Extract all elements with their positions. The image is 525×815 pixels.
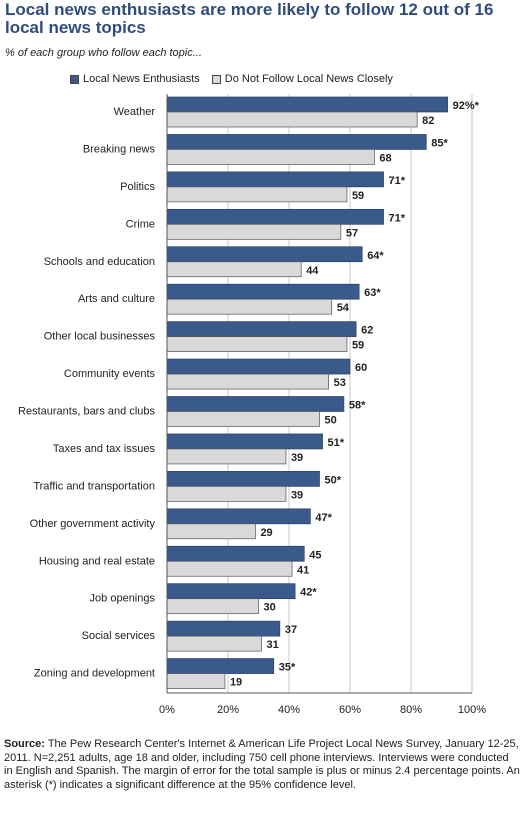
category-label: Traffic and transportation xyxy=(33,480,155,492)
bar-not-follow xyxy=(166,111,418,128)
data-label: 19 xyxy=(230,677,242,689)
bar-enthusiasts xyxy=(166,208,384,225)
bar-not-follow xyxy=(166,223,342,240)
x-tick-label: 40% xyxy=(278,704,300,716)
data-label: 63* xyxy=(364,287,381,299)
category-label: Arts and culture xyxy=(78,293,155,305)
x-tick-label: 100% xyxy=(458,704,486,716)
data-label: 68 xyxy=(379,152,391,164)
data-label: 42* xyxy=(300,587,317,599)
bar-not-follow xyxy=(166,149,375,165)
data-label: 30 xyxy=(264,602,276,614)
data-label: 71* xyxy=(389,212,406,224)
data-label: 31 xyxy=(267,639,279,651)
data-label: 50 xyxy=(325,415,337,427)
bar-enthusiasts xyxy=(166,396,345,412)
x-tick-label: 80% xyxy=(400,704,422,716)
data-label: 35* xyxy=(279,662,296,674)
bar-chart: 0% 20% 40% 60% 80% 100% Weather 92%* 82 Breaking … xyxy=(18,94,486,716)
bar-enthusiasts xyxy=(166,246,363,263)
bar-enthusiasts xyxy=(166,171,384,188)
category-label: Breaking news xyxy=(83,143,156,155)
bar-enthusiasts xyxy=(166,96,448,113)
legend-item-not-follow: Do Not Follow Local News Closely xyxy=(211,73,393,85)
chart-subtitle: % of each group who follow each topic... xyxy=(5,47,202,59)
bar-enthusiasts xyxy=(166,433,323,450)
category-label: Zoning and development xyxy=(34,668,155,680)
data-label: 57 xyxy=(346,227,358,239)
legend: Local News Enthusiasts Do Not Follow Loc… xyxy=(70,73,405,85)
category-label: Restaurants, bars and clubs xyxy=(18,406,155,418)
data-label: 62 xyxy=(361,325,373,337)
data-label: 54 xyxy=(337,302,350,314)
data-label: 51* xyxy=(328,437,345,449)
category-label: Social services xyxy=(82,630,156,642)
category-label: Housing and real estate xyxy=(39,555,155,567)
data-label: 37 xyxy=(285,624,297,636)
data-label: 92%* xyxy=(453,100,480,112)
data-label: 45 xyxy=(309,549,321,561)
legend-label-enthusiasts: Local News Enthusiasts xyxy=(83,73,200,85)
data-label: 59 xyxy=(352,340,364,352)
data-label: 29 xyxy=(260,527,272,539)
data-label: 64* xyxy=(367,250,384,262)
bar-not-follow xyxy=(166,673,226,689)
bar-not-follow xyxy=(166,186,348,203)
bar-not-follow xyxy=(166,486,287,502)
data-label: 85* xyxy=(431,137,448,149)
data-label: 53 xyxy=(334,377,346,389)
data-label: 44 xyxy=(306,265,319,277)
data-label: 39 xyxy=(291,452,303,464)
category-label: Schools and education xyxy=(44,256,155,268)
category-label: Taxes and tax issues xyxy=(53,443,156,455)
bar-enthusiasts xyxy=(166,620,281,637)
bar-enthusiasts xyxy=(166,471,320,487)
bar-enthusiasts xyxy=(166,134,427,150)
legend-swatch-not-follow xyxy=(211,74,221,84)
category-label: Community events xyxy=(64,368,156,380)
bar-not-follow xyxy=(166,261,302,278)
source-label: Source: xyxy=(4,738,45,750)
bar-not-follow xyxy=(166,523,256,540)
data-label: 71* xyxy=(389,175,406,187)
data-label: 41 xyxy=(297,564,309,576)
data-label: 58* xyxy=(349,400,366,412)
category-label: Job openings xyxy=(90,593,156,605)
bar-not-follow xyxy=(166,635,262,652)
bar-enthusiasts xyxy=(166,358,351,375)
category-label: Other government activity xyxy=(30,518,156,530)
x-tick-label: 60% xyxy=(339,704,361,716)
bar-not-follow xyxy=(166,373,329,390)
source-text: The Pew Research Center's Internet & Ame… xyxy=(4,738,520,791)
legend-label-not-follow: Do Not Follow Local News Closely xyxy=(224,73,393,85)
data-label: 59 xyxy=(352,190,364,202)
bar-not-follow xyxy=(166,560,293,577)
legend-item-enthusiasts: Local News Enthusiasts xyxy=(70,73,200,85)
category-label: Crime xyxy=(126,218,155,230)
data-label: 39 xyxy=(291,489,303,501)
data-label: 82 xyxy=(422,115,434,127)
bar-enthusiasts xyxy=(166,545,305,562)
data-label: 60 xyxy=(355,362,367,374)
bar-enthusiasts xyxy=(166,583,296,600)
data-label: 50* xyxy=(325,474,342,486)
bar-not-follow xyxy=(166,448,287,465)
x-tick-label: 20% xyxy=(217,704,239,716)
source-note: Source: The Pew Research Center's Intern… xyxy=(4,738,520,792)
chart-title: Local news enthusiasts are more likely t… xyxy=(5,0,494,37)
bar-not-follow xyxy=(166,411,320,427)
category-label: Politics xyxy=(120,181,155,193)
bar-enthusiasts xyxy=(166,283,360,300)
legend-swatch-enthusiasts xyxy=(70,74,79,84)
bar-not-follow xyxy=(166,598,259,615)
bar-enthusiasts xyxy=(166,658,275,674)
bar-not-follow xyxy=(166,336,348,352)
category-label: Weather xyxy=(114,106,156,118)
bar-enthusiasts xyxy=(166,508,311,525)
x-tick-label: 0% xyxy=(159,704,175,716)
category-label: Other local businesses xyxy=(44,331,156,343)
bar-not-follow xyxy=(166,298,333,315)
data-label: 47* xyxy=(315,512,332,524)
bar-enthusiasts xyxy=(166,321,357,337)
